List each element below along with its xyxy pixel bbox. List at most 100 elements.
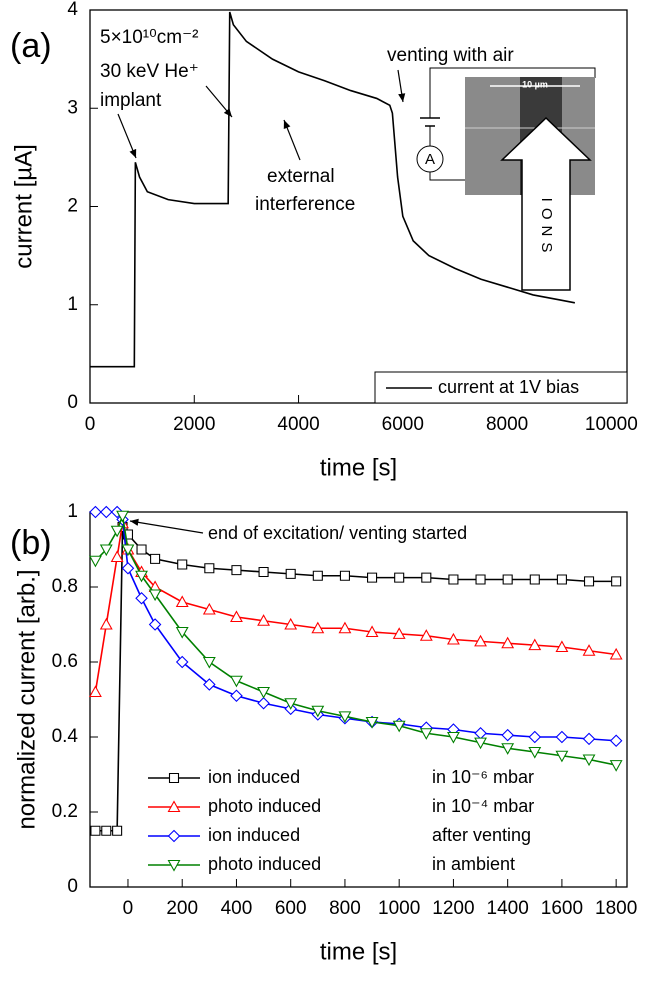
y-tick-label: 2	[67, 196, 78, 217]
data-point	[419, 629, 433, 641]
y-tick-label: 0.4	[52, 726, 79, 747]
x-tick-label: 1400	[487, 898, 529, 919]
data-point	[101, 825, 112, 836]
data-point	[501, 728, 514, 742]
data-point	[555, 730, 569, 744]
legend-condition: after venting	[432, 825, 531, 845]
data-point	[528, 638, 542, 651]
x-tick-label: 1800	[595, 898, 637, 919]
data-point	[311, 705, 325, 718]
data-point	[474, 634, 487, 647]
data-point	[421, 572, 432, 583]
data-point	[338, 711, 352, 724]
x-tick-label: 1600	[541, 898, 583, 919]
data-point	[475, 574, 486, 585]
data-point	[501, 743, 515, 755]
data-point	[365, 625, 379, 638]
legend-condition: in ambient	[432, 854, 515, 874]
data-line	[94, 512, 617, 766]
y-tick-label: 1	[67, 294, 78, 315]
data-line	[94, 523, 617, 693]
plot-frame	[89, 511, 628, 888]
annotation: interference	[255, 194, 355, 215]
data-point	[88, 685, 102, 698]
data-point	[99, 544, 113, 557]
data-point	[148, 589, 162, 602]
data-point	[611, 576, 622, 587]
data-point	[135, 591, 148, 605]
data-point	[555, 640, 569, 653]
data-point	[474, 737, 487, 750]
data-point	[202, 602, 216, 615]
legend-marker	[167, 829, 181, 843]
y-axis-title: normalized current [arb.]	[13, 569, 40, 829]
data-point	[501, 636, 515, 649]
meter-label: A	[425, 151, 435, 168]
data-point	[110, 525, 124, 538]
legend-label: photo induced	[208, 796, 321, 816]
data-point	[529, 574, 540, 585]
data-point	[502, 574, 513, 585]
data-point	[446, 731, 460, 744]
data-point	[284, 698, 298, 710]
data-point	[474, 726, 487, 740]
data-point	[148, 618, 162, 631]
data-point	[338, 621, 352, 634]
x-tick-label: 6000	[382, 414, 424, 435]
panel-label: (b)	[10, 524, 52, 562]
data-point	[88, 555, 102, 568]
data-point	[339, 570, 350, 581]
data-point	[175, 595, 189, 608]
data-point	[394, 572, 405, 583]
annotation: end of excitation/ venting started	[208, 523, 467, 543]
legend-label: photo induced	[208, 854, 321, 874]
y-tick-label: 0.2	[52, 801, 78, 822]
data-point	[448, 574, 459, 585]
y-tick-label: 4	[67, 0, 78, 20]
data-point	[99, 617, 113, 630]
annotation: 5×10¹⁰cm⁻²	[100, 27, 198, 48]
data-point	[392, 627, 406, 639]
legend-marker	[167, 800, 181, 813]
data-point	[528, 730, 542, 744]
data-line	[95, 511, 617, 742]
data-point	[392, 720, 406, 733]
arrow	[205, 85, 233, 118]
x-tick-label: 10000	[585, 414, 638, 435]
data-point	[419, 728, 433, 740]
x-axis-title: time [s]	[320, 938, 397, 965]
data-point	[582, 732, 596, 746]
y-axis-title: current [µA]	[10, 144, 37, 269]
x-tick-label: 1000	[378, 898, 420, 919]
y-tick-label: 3	[67, 97, 78, 118]
data-point	[175, 626, 189, 639]
y-tick-label: 0.6	[52, 651, 78, 672]
x-tick-label: 4000	[277, 414, 319, 435]
legend-marker	[168, 772, 180, 784]
data-point	[446, 632, 460, 645]
x-tick-label: 1200	[432, 898, 474, 919]
arrow	[283, 119, 301, 161]
data-point	[230, 689, 243, 703]
arrow	[397, 69, 406, 103]
x-axis-title: time [s]	[320, 454, 397, 481]
panel-label: (a)	[10, 27, 52, 65]
x-tick-label: 0	[123, 898, 134, 919]
legend-marker	[167, 859, 181, 872]
data-point	[89, 505, 102, 519]
data-point	[312, 570, 323, 581]
data-line	[95, 524, 617, 832]
data-point	[258, 566, 269, 578]
data-point	[177, 559, 188, 570]
data-point	[90, 825, 101, 836]
y-tick-label: 1	[67, 501, 78, 522]
y-tick-label: 0.8	[52, 576, 78, 597]
data-point	[112, 825, 123, 836]
data-point	[175, 655, 189, 669]
x-tick-label: 2000	[173, 414, 215, 435]
annotation: venting with air	[387, 45, 514, 66]
data-point	[285, 568, 296, 579]
inset	[416, 67, 596, 291]
data-point	[110, 550, 124, 563]
data-point	[257, 696, 270, 710]
